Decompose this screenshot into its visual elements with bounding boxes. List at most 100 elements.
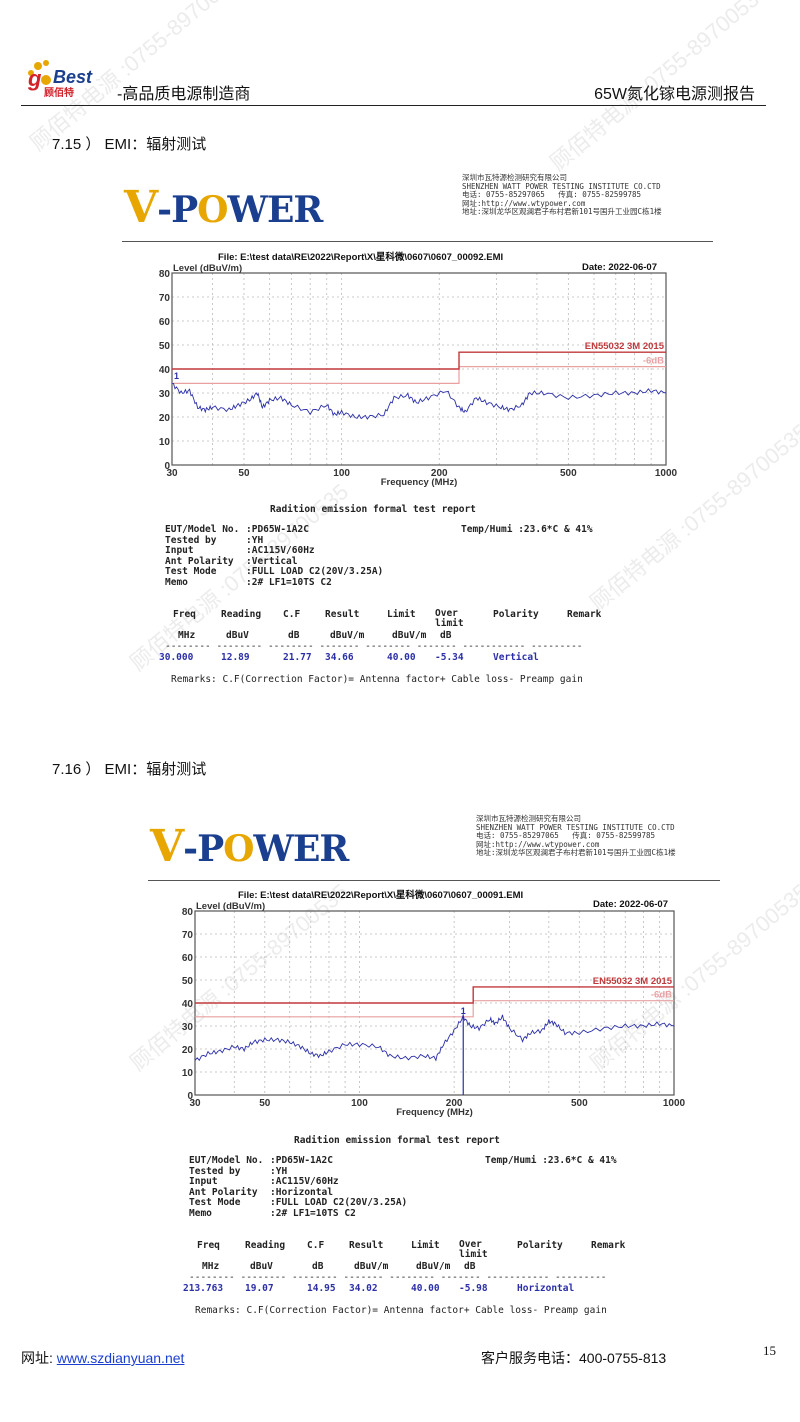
field-value: :YH bbox=[246, 534, 264, 546]
header-title: 65W氮化镓电源测报告 bbox=[594, 86, 755, 103]
emission-trace bbox=[194, 1013, 675, 1062]
emission-trace bbox=[172, 382, 667, 420]
y-tick-label: 40 bbox=[182, 999, 194, 1010]
y-tick-label: 70 bbox=[182, 930, 194, 941]
x-tick-label: 50 bbox=[238, 468, 250, 479]
y-tick-label: 0 bbox=[187, 1091, 193, 1102]
column-unit: dB bbox=[464, 1261, 476, 1272]
x-tick-label: 1000 bbox=[663, 1098, 686, 1109]
field-label: Test Mode bbox=[165, 566, 217, 577]
y-tick-label: 40 bbox=[159, 365, 171, 376]
y-axis-label: Level (dBuV/m) bbox=[173, 263, 242, 274]
limit-label: EN55032 3M 2015 bbox=[593, 976, 673, 987]
field-value: :AC115V/60Hz bbox=[246, 545, 315, 556]
field-label: Tested by bbox=[189, 1165, 241, 1177]
x-tick-label: 200 bbox=[446, 1098, 463, 1109]
y-tick-label: 0 bbox=[164, 461, 170, 472]
column-unit: MHz bbox=[202, 1261, 220, 1272]
limit-line bbox=[195, 986, 674, 1004]
y-axis-label: Level (dBuV/m) bbox=[196, 901, 265, 912]
column-header: Polarity bbox=[517, 1240, 563, 1251]
x-tick-label: 50 bbox=[259, 1098, 271, 1109]
column-unit: dBuV/m bbox=[416, 1261, 451, 1272]
report-title: Radition emission formal test report bbox=[294, 1135, 500, 1146]
file-path: File: E:\test data\RE\2022\Report\X\星科微\… bbox=[238, 890, 524, 901]
y-tick-label: 30 bbox=[159, 389, 171, 400]
field-label: Input bbox=[165, 545, 194, 556]
field-value: :Vertical bbox=[246, 555, 298, 567]
column-header: Polarity bbox=[493, 609, 539, 620]
header-subtitle: -高品质电源制造商 bbox=[117, 86, 251, 103]
table-cell: -5.98 bbox=[459, 1283, 488, 1294]
y-tick-label: 60 bbox=[159, 317, 171, 328]
field-value: :2# LF1=10TS C2 bbox=[246, 576, 332, 588]
y-tick-label: 20 bbox=[182, 1045, 194, 1056]
field-label: Ant Polarity bbox=[189, 1186, 258, 1198]
y-tick-label: 70 bbox=[159, 293, 171, 304]
table-cell: 40.00 bbox=[411, 1283, 440, 1294]
column-unit: dBuV bbox=[250, 1261, 273, 1272]
x-tick-label: 30 bbox=[189, 1098, 201, 1109]
y-tick-label: 10 bbox=[182, 1068, 194, 1079]
field-value: :AC115V/60Hz bbox=[270, 1176, 339, 1187]
x-tick-label: 500 bbox=[560, 468, 577, 479]
table-cell: 30.000 bbox=[159, 652, 194, 663]
field-label: Tested by bbox=[165, 534, 217, 546]
website-link[interactable]: www.szdianyuan.net bbox=[56, 1350, 185, 1366]
report-title: Radition emission formal test report bbox=[270, 504, 476, 515]
svg-text:Best: Best bbox=[53, 67, 93, 87]
column-unit: dBuV/m bbox=[330, 630, 365, 641]
y-tick-label: 50 bbox=[182, 976, 194, 987]
table-separator: -------- -------- -------- ------- -----… bbox=[165, 641, 583, 652]
footer-service-phone: 客户服务电话：400-0755-813 bbox=[481, 1350, 667, 1366]
column-unit: dB bbox=[288, 630, 300, 641]
section-title: 7.15 ） EMI：辐射测试 bbox=[52, 136, 207, 153]
lab-info: 深圳市瓦特源检测研究有限公司 SHENZHEN WATT POWER TESTIN… bbox=[462, 173, 662, 216]
table-cell: Horizontal bbox=[517, 1283, 575, 1294]
y-tick-label: 30 bbox=[182, 1022, 194, 1033]
column-header: Remark bbox=[591, 1240, 626, 1251]
field-label: Test Mode bbox=[189, 1197, 241, 1208]
remarks: Remarks: C.F(Correction Factor)= Antenna… bbox=[195, 1305, 607, 1316]
column-header: C.F bbox=[307, 1240, 325, 1251]
field-value: :FULL LOAD C2(20V/3.25A) bbox=[270, 1197, 408, 1208]
section-title: 7.16 ） EMI：辐射测试 bbox=[52, 761, 207, 778]
field-label: EUT/Model No. bbox=[189, 1155, 264, 1166]
table-cell: -5.34 bbox=[435, 652, 464, 663]
remarks: Remarks: C.F(Correction Factor)= Antenna… bbox=[171, 674, 583, 685]
table-cell: 213.763 bbox=[183, 1283, 224, 1294]
table-cell: Vertical bbox=[493, 652, 539, 663]
field-value: :2# LF1=10TS C2 bbox=[270, 1207, 356, 1219]
column-header: Freq bbox=[197, 1240, 220, 1251]
column-unit: dB bbox=[440, 630, 452, 641]
y-tick-label: 50 bbox=[159, 341, 171, 352]
x-tick-label: 30 bbox=[166, 468, 178, 479]
w-power-logo: V-POWER bbox=[150, 821, 349, 872]
margin-line bbox=[172, 365, 666, 385]
column-header: Reading bbox=[245, 1240, 286, 1251]
report-divider bbox=[122, 241, 713, 242]
x-tick-label: 100 bbox=[351, 1098, 368, 1109]
x-tick-label: 100 bbox=[333, 468, 350, 479]
column-unit: dBuV/m bbox=[354, 1261, 389, 1272]
x-axis-label: Frequency (MHz) bbox=[381, 477, 458, 488]
field-value: :FULL LOAD C2(20V/3.25A) bbox=[246, 566, 384, 577]
emi-chart-vertical: 0 10 20 30 40 50 60 70 80 30 50 100 200 500 1000 Freque… bbox=[159, 263, 678, 488]
header-divider bbox=[21, 105, 766, 106]
table-cell: 34.02 bbox=[349, 1283, 378, 1294]
y-tick-label: 80 bbox=[159, 269, 171, 280]
table-cell: 12.89 bbox=[221, 652, 250, 663]
w-power-logo: V-POWER bbox=[124, 182, 323, 233]
emi-chart-horizontal: 0 10 20 30 40 50 60 70 80 30 50 100 200 500 1000 Freque… bbox=[182, 901, 686, 1118]
field-value: :YH bbox=[270, 1165, 288, 1177]
column-header: C.F bbox=[283, 609, 301, 620]
field-label: EUT/Model No. bbox=[165, 524, 240, 535]
column-header: Remark bbox=[567, 609, 602, 620]
field-value: :Horizontal bbox=[270, 1186, 333, 1198]
page-number: 15 bbox=[763, 1343, 776, 1358]
limit-line bbox=[172, 351, 666, 370]
margin-line bbox=[195, 1000, 674, 1018]
y-tick-label: 20 bbox=[159, 413, 171, 424]
table-separator: -------- -------- -------- ------- -----… bbox=[189, 1272, 607, 1283]
table-cell: 40.00 bbox=[387, 652, 416, 663]
